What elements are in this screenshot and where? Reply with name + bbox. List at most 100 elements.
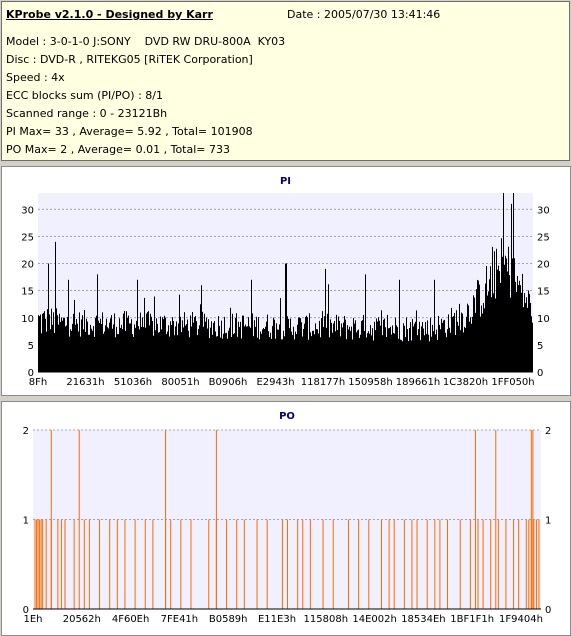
pi-bar [346, 339, 347, 372]
y-tick-label-left: 0 [23, 605, 29, 616]
pi-bar [164, 315, 165, 372]
x-tick-label: 8Fh [29, 377, 47, 388]
pi-bar [291, 331, 292, 372]
pi-bar [243, 315, 244, 372]
pi-bar [505, 255, 506, 372]
po-bar [434, 519, 436, 609]
pi-bar [478, 280, 479, 372]
pi-bar [152, 321, 153, 372]
y-tick-label-right: 15 [537, 287, 550, 298]
pi-bar [345, 319, 346, 372]
pi-bar [339, 320, 340, 372]
pi-bar [408, 341, 409, 372]
pi-bar [499, 271, 500, 372]
pi-bar [524, 293, 525, 372]
pi-bar [429, 341, 430, 372]
po-bar [36, 519, 38, 609]
pi-bar [298, 317, 299, 372]
pi-bar [224, 316, 225, 372]
po-bar [368, 519, 370, 609]
pi-bar [272, 325, 273, 372]
pi-bar [39, 316, 40, 372]
pi-bar [369, 333, 370, 372]
pi-bar [199, 325, 200, 372]
pi-bar [108, 328, 109, 372]
y-tick-label-left: 30 [21, 205, 34, 216]
pi-bar [120, 327, 121, 372]
y-tick-label-left: 10 [21, 314, 34, 325]
pi-bar [124, 310, 125, 372]
pi-bar [45, 318, 46, 372]
pi-bar [253, 336, 254, 372]
pi-bar [520, 285, 521, 372]
pi-bar [419, 321, 420, 372]
pi-bar [293, 326, 294, 372]
pi-bar [131, 319, 132, 372]
pi-bar [281, 339, 282, 372]
pi-bar [172, 317, 173, 372]
pi-bar [352, 339, 353, 372]
pi-bar [89, 334, 90, 372]
pi-bar [274, 319, 275, 372]
pi-bar [302, 336, 303, 372]
pi-bar [213, 322, 214, 372]
pi-bar [38, 315, 39, 372]
pi-bar [74, 299, 75, 372]
pi-bar [51, 308, 52, 372]
pi-bar [488, 291, 489, 372]
pi-bar [417, 335, 418, 372]
pi-bar [146, 313, 147, 372]
pi-bar [437, 339, 438, 372]
pi-bar [249, 326, 250, 372]
pi-bar [464, 326, 465, 372]
pi-bar [416, 310, 417, 372]
pi-bar [183, 327, 184, 372]
pi-bar [502, 256, 503, 372]
info-ecc-sum: ECC blocks sum (PI/PO) : 8/1 [6, 89, 163, 102]
po-bar [64, 519, 66, 609]
y-tick-label-right: 2 [545, 426, 551, 437]
pi-bar [269, 337, 270, 372]
pi-chart: PI 0 0 5 5 10 10 15 15 20 20 25 25 30 30 8Fh 21631h 51036… [21, 176, 550, 388]
pi-bar [430, 317, 431, 372]
pi-bar [70, 329, 71, 372]
pi-bar [313, 330, 314, 372]
po-bar [513, 519, 515, 609]
pi-bar [332, 332, 333, 372]
pi-bar [277, 329, 278, 372]
pi-bar [219, 325, 220, 372]
po-bar [83, 519, 85, 609]
pi-bar [474, 297, 475, 372]
app-title: KProbe v2.1.0 - Designed by Karr [6, 8, 213, 21]
pi-bar [99, 322, 100, 372]
pi-bar [409, 328, 410, 372]
po-bar [528, 519, 530, 609]
po-bar [530, 430, 532, 609]
pi-bar [481, 305, 482, 372]
pi-bar [392, 325, 393, 372]
po-bar [40, 519, 42, 609]
x-tick-label: 1FF050h [491, 377, 534, 388]
pi-bar [381, 310, 382, 372]
pi-bar [330, 319, 331, 372]
pi-bar [463, 332, 464, 372]
pi-bar [135, 327, 136, 372]
pi-bar [93, 326, 94, 372]
pi-bar [284, 336, 285, 372]
pi-bar [239, 327, 240, 372]
po-bar [243, 519, 245, 609]
po-bar [416, 519, 418, 609]
pi-bar [41, 333, 42, 372]
po-bar [39, 519, 41, 609]
pi-bar [484, 308, 485, 372]
x-tick-label: 1BF1F1h [450, 614, 494, 625]
pi-bar [316, 329, 317, 372]
pi-bar [349, 326, 350, 372]
pi-bar [177, 335, 178, 372]
pi-bar [516, 291, 517, 372]
pi-bar [389, 327, 390, 372]
pi-bar [500, 282, 501, 372]
pi-bar [457, 321, 458, 372]
pi-bar [57, 315, 58, 372]
pi-bar [216, 336, 217, 372]
